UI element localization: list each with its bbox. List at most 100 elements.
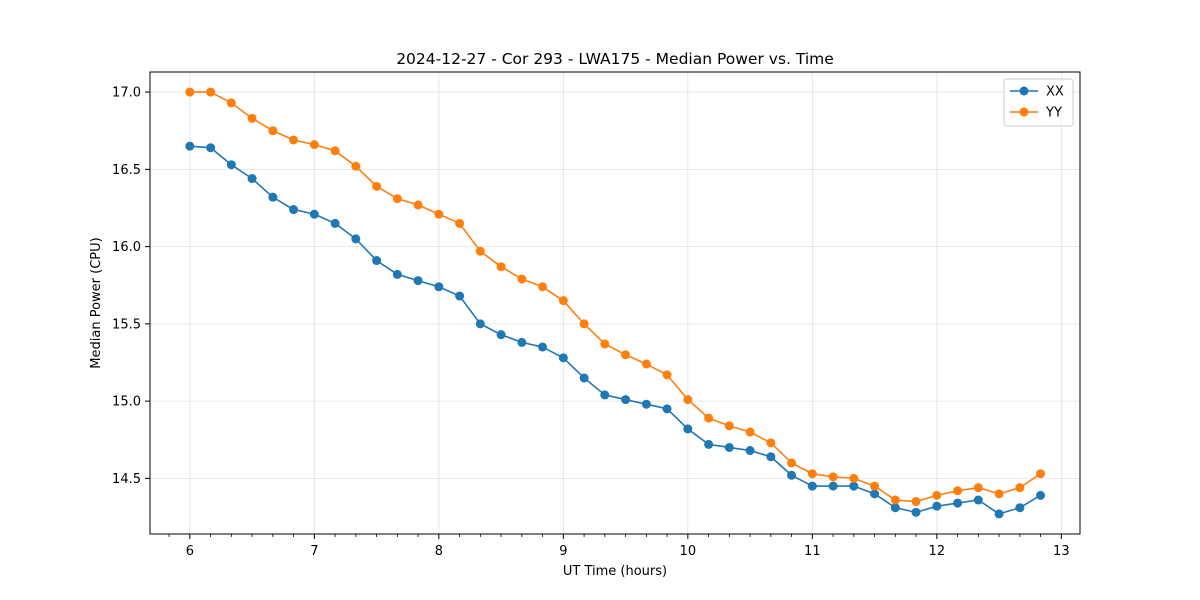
data-point-yy bbox=[953, 486, 963, 496]
y-tick-label: 17.0 bbox=[112, 86, 141, 101]
data-point-xx bbox=[455, 291, 465, 301]
y-tick-label: 15.5 bbox=[112, 317, 141, 332]
data-point-xx bbox=[185, 141, 195, 151]
data-point-xx bbox=[247, 174, 257, 184]
data-point-yy bbox=[372, 181, 382, 191]
data-point-xx bbox=[870, 489, 880, 499]
data-point-yy bbox=[724, 421, 734, 431]
data-point-xx bbox=[1015, 503, 1025, 513]
data-point-yy bbox=[828, 472, 838, 482]
data-point-yy bbox=[206, 87, 216, 97]
data-point-xx bbox=[538, 342, 548, 352]
data-point-xx bbox=[268, 192, 278, 202]
data-point-yy bbox=[662, 370, 672, 380]
x-tick-label: 12 bbox=[929, 544, 946, 559]
x-axis: 6 7 8 9 10 11 12 13 bbox=[168, 534, 1070, 559]
data-point-yy bbox=[351, 161, 361, 171]
data-point-xx bbox=[1036, 490, 1046, 500]
data-point-yy bbox=[226, 98, 236, 108]
data-point-xx bbox=[641, 399, 651, 409]
y-axis-label: Median Power (CPU) bbox=[89, 237, 104, 368]
data-point-xx bbox=[704, 439, 714, 449]
data-point-yy bbox=[289, 135, 299, 145]
data-point-xx bbox=[351, 234, 361, 244]
data-point-xx bbox=[517, 337, 527, 347]
data-point-yy bbox=[517, 274, 527, 284]
x-tick-label: 6 bbox=[186, 544, 194, 559]
data-point-xx bbox=[600, 390, 610, 400]
data-point-xx bbox=[309, 209, 319, 219]
x-tick-label: 11 bbox=[804, 544, 821, 559]
data-point-yy bbox=[766, 438, 776, 448]
series-yy bbox=[185, 87, 1046, 507]
data-point-xx bbox=[392, 269, 402, 279]
x-tick-label: 9 bbox=[559, 544, 567, 559]
data-point-yy bbox=[268, 126, 278, 136]
grid bbox=[150, 72, 1080, 534]
data-point-xx bbox=[330, 218, 340, 228]
data-point-xx bbox=[413, 276, 423, 286]
data-point-yy bbox=[1036, 469, 1046, 479]
data-point-yy bbox=[973, 483, 983, 493]
data-point-yy bbox=[330, 146, 340, 156]
legend: XX YY bbox=[1003, 78, 1074, 127]
y-tick-label: 16.5 bbox=[112, 163, 141, 178]
data-point-yy bbox=[496, 262, 506, 272]
data-point-yy bbox=[849, 473, 859, 483]
data-point-xx bbox=[973, 495, 983, 505]
data-point-xx bbox=[828, 481, 838, 491]
y-axis: 14.5 15.0 15.5 16.0 16.5 17.0 bbox=[112, 86, 150, 487]
data-point-yy bbox=[538, 282, 548, 292]
data-point-yy bbox=[455, 218, 465, 228]
data-point-yy bbox=[641, 359, 651, 369]
data-point-xx bbox=[683, 424, 693, 434]
data-point-xx bbox=[994, 509, 1004, 519]
data-point-yy bbox=[1015, 483, 1025, 493]
data-point-xx bbox=[579, 373, 589, 383]
data-point-xx bbox=[434, 282, 444, 292]
data-point-yy bbox=[475, 246, 485, 256]
data-point-yy bbox=[870, 481, 880, 491]
legend-label-xx: XX bbox=[1046, 85, 1064, 100]
legend-entry-yy: YY bbox=[1010, 106, 1062, 121]
data-point-yy bbox=[185, 87, 195, 97]
x-tick-label: 8 bbox=[435, 544, 443, 559]
data-point-yy bbox=[392, 194, 402, 204]
data-point-xx bbox=[558, 353, 568, 363]
y-tick-label: 14.5 bbox=[112, 472, 141, 487]
data-point-xx bbox=[890, 503, 900, 513]
data-point-yy bbox=[787, 458, 797, 468]
data-point-xx bbox=[372, 256, 382, 266]
data-point-xx bbox=[766, 452, 776, 462]
data-point-yy bbox=[704, 413, 714, 423]
data-point-xx bbox=[807, 481, 817, 491]
data-point-xx bbox=[745, 446, 755, 456]
data-point-xx bbox=[932, 501, 942, 511]
legend-marker-yy bbox=[1019, 107, 1029, 117]
data-point-xx bbox=[475, 319, 485, 329]
series-layer bbox=[185, 87, 1046, 519]
x-tick-label: 10 bbox=[680, 544, 697, 559]
y-tick-label: 16.0 bbox=[112, 240, 141, 255]
data-point-xx bbox=[662, 404, 672, 414]
x-tick-label: 13 bbox=[1053, 544, 1070, 559]
y-tick-label: 15.0 bbox=[112, 395, 141, 410]
legend-marker-xx bbox=[1019, 86, 1029, 96]
data-point-yy bbox=[434, 209, 444, 219]
data-point-xx bbox=[621, 395, 631, 405]
series-xx bbox=[185, 141, 1046, 519]
data-point-yy bbox=[994, 489, 1004, 499]
data-point-xx bbox=[849, 481, 859, 491]
data-point-yy bbox=[558, 296, 568, 306]
legend-entry-xx: XX bbox=[1010, 85, 1064, 100]
data-point-yy bbox=[413, 200, 423, 210]
data-point-xx bbox=[911, 507, 921, 517]
data-point-yy bbox=[911, 497, 921, 507]
data-point-yy bbox=[807, 469, 817, 479]
data-point-yy bbox=[683, 395, 693, 405]
chart-title: 2024-12-27 - Cor 293 - LWA175 - Median P… bbox=[396, 50, 834, 68]
data-point-yy bbox=[600, 339, 610, 349]
x-axis-label: UT Time (hours) bbox=[563, 564, 667, 579]
